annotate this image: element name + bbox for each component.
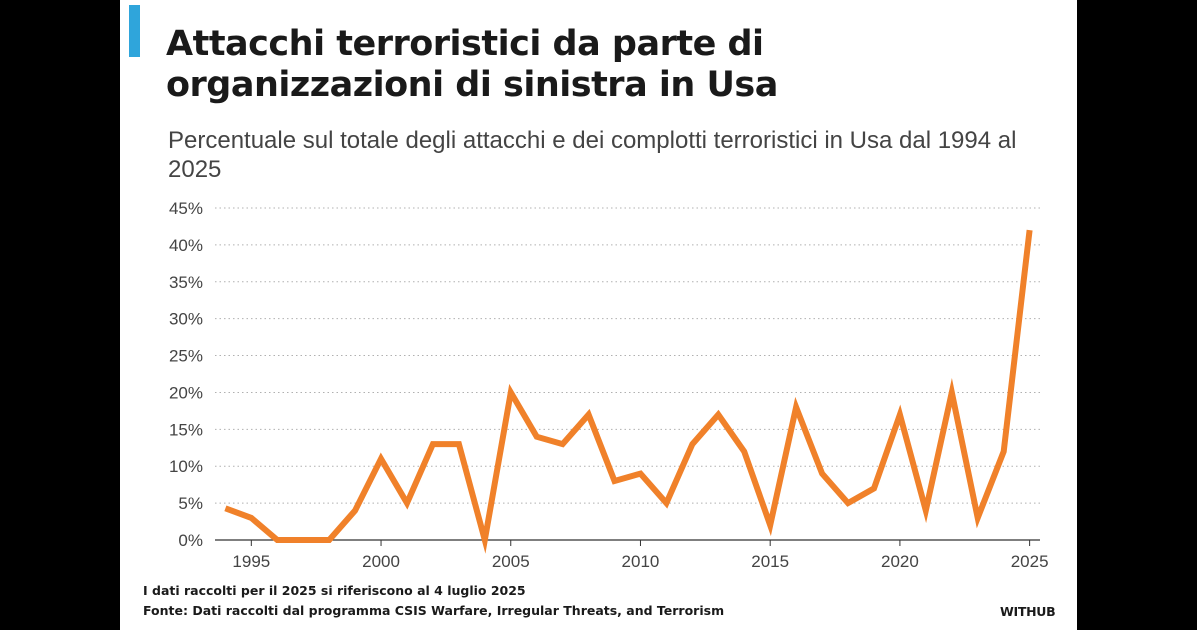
y-tick-label: 30% — [169, 310, 203, 329]
x-tick-label: 2005 — [492, 552, 530, 571]
y-tick-label: 40% — [169, 236, 203, 255]
y-tick-label: 20% — [169, 383, 203, 402]
x-tick-label: 2015 — [751, 552, 789, 571]
y-tick-label: 15% — [169, 420, 203, 439]
x-tick-label: 2010 — [622, 552, 660, 571]
y-tick-label: 35% — [169, 273, 203, 292]
y-tick-label: 0% — [178, 531, 203, 550]
source-note: Fonte: Dati raccolti dal programma CSIS … — [143, 603, 725, 618]
chart-subtitle: Percentuale sul totale degli attacchi e … — [168, 127, 1017, 183]
accent-bar — [129, 5, 140, 57]
x-tick-label: 2000 — [362, 552, 400, 571]
x-tick-label: 2025 — [1011, 552, 1049, 571]
chart-title: Attacchi terroristici da parte di organi… — [166, 24, 778, 105]
y-tick-label: 5% — [178, 494, 203, 513]
y-tick-label: 10% — [169, 457, 203, 476]
y-tick-label: 45% — [169, 199, 203, 218]
chart-card — [120, 0, 1077, 630]
y-tick-label: 25% — [169, 347, 203, 366]
footnote: I dati raccolti per il 2025 si riferisco… — [143, 583, 526, 598]
x-tick-label: 1995 — [232, 552, 270, 571]
brand-logo: WITHUB — [1000, 604, 1056, 619]
series-line — [224, 229, 1033, 554]
x-tick-label: 2020 — [881, 552, 919, 571]
